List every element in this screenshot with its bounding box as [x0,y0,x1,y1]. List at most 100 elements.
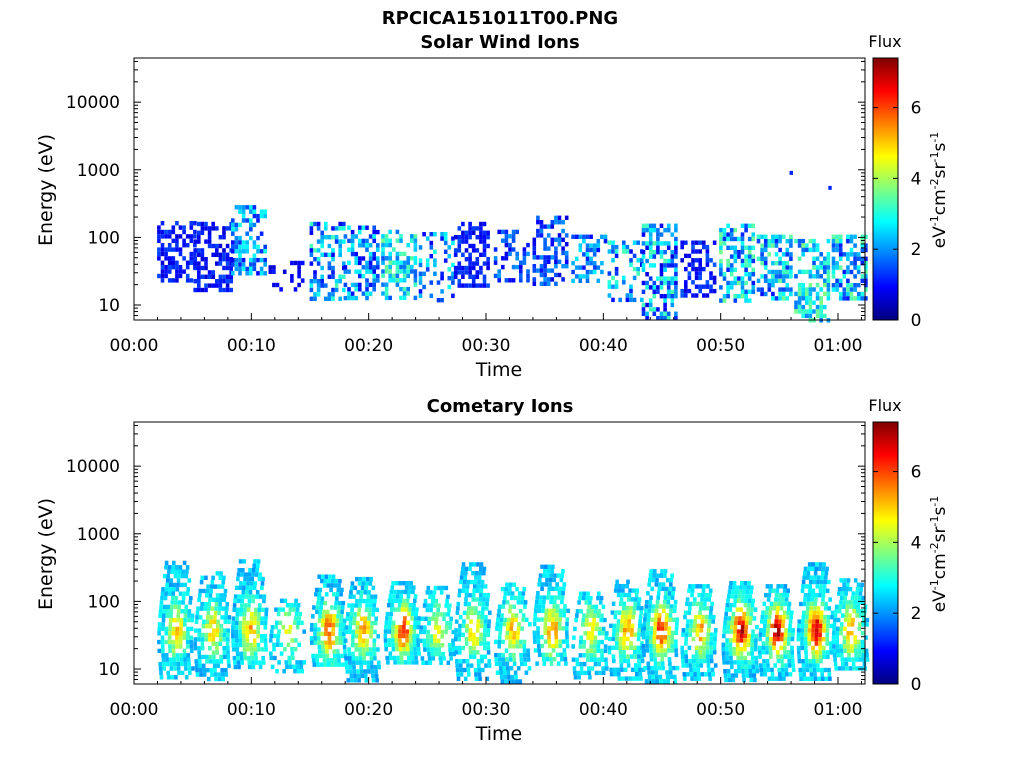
spectrogram-cell [767,287,772,292]
spectrogram-cell [846,239,850,244]
spectrogram-cell [670,254,675,259]
spectrogram-cell [461,252,465,257]
spectrogram-cell [565,639,569,644]
spectrogram-cell [685,597,690,602]
spectrogram-cell [293,647,298,652]
spectrogram-cell [413,651,418,656]
spectrogram-cell [771,239,775,244]
spectrogram-cell [160,243,165,248]
spectrogram-cell [549,595,554,600]
spectrogram-cell [443,249,448,254]
spectrogram-cell [674,294,678,299]
spectrogram-cell [204,226,208,231]
spectrogram-cell [157,256,161,261]
spectrogram-cell [408,638,413,643]
spectrogram-cell [347,287,351,292]
spectrogram-cell [736,660,741,665]
spectrogram-cell [652,250,657,255]
spectrogram-cell [402,625,406,630]
spectrogram-cell [650,670,655,675]
spectrogram-cell [776,632,781,637]
spectrogram-cell [259,634,264,639]
spectrogram-cell [355,629,359,635]
spectrogram-cell [692,601,696,607]
spectrogram-cell [189,648,194,654]
spectrogram-cell [813,606,817,611]
spectrogram-cell [641,241,646,246]
spectrogram-cell [771,283,775,288]
spectrogram-cell [584,622,589,627]
spectrogram-cell [247,572,252,577]
spectrogram-cell [475,226,480,231]
spectrogram-cell [779,636,784,642]
spectrogram-cell [213,615,217,620]
spectrogram-cell [253,559,257,564]
spectrogram-cell [645,643,649,649]
spectrogram-cell [440,236,444,241]
spectrogram-cell [177,604,181,610]
spectrogram-cell [337,605,341,610]
spectrogram-cell [629,288,633,294]
spectrogram-cell [696,623,701,629]
spectrogram-cell [171,260,176,265]
spectrogram-cell [819,579,824,585]
spectrogram-cell [316,287,321,293]
spectrogram-cell [205,624,209,629]
spectrogram-cell [744,280,748,286]
spectrogram-cell [825,566,829,571]
spectrogram-cell [212,619,217,624]
spectrogram-cell [213,610,218,616]
spectrogram-cell [187,661,191,667]
spectrogram-cell [365,247,369,252]
spectrogram-cell [578,653,583,658]
spectrogram-cell [808,615,813,620]
spectrogram-cell [645,241,649,246]
spectrogram-cell [290,274,294,279]
spectrogram-cell [377,660,381,665]
spectrogram-cell [801,659,805,664]
spectrogram-cell [424,616,428,621]
spectrogram-cell [693,619,697,624]
spectrogram-cell [405,633,409,639]
spectrogram-cell [252,240,257,245]
spectrogram-cell [226,632,230,638]
spectrogram-cell [778,619,782,624]
spectrogram-cell [674,263,678,268]
spectrogram-cell [395,256,400,261]
spectrogram-cell [765,641,769,646]
spectrogram-cell [340,653,344,659]
spectrogram-cell [864,247,868,253]
spectrogram-cell [812,309,816,314]
spectrogram-cell [546,224,551,229]
spectrogram-cell [499,622,503,627]
spectrogram-cell [324,221,328,227]
spectrogram-cell [370,664,374,670]
spectrogram-cell [474,672,478,677]
spectrogram-cell [259,213,264,219]
spectrogram-cell [241,262,246,267]
spectrogram-cell [545,577,549,583]
spectrogram-cell [808,304,813,310]
spectrogram-cell [789,269,793,275]
spectrogram-cell [408,633,413,639]
spectrogram-cell [826,623,830,629]
spectrogram-cell [780,632,784,637]
spectrogram-cell [694,614,698,620]
spectrogram-cell [667,657,672,662]
spectrogram-cell [477,672,482,677]
spectrogram-cell [641,648,646,653]
spectrogram-cell [539,281,544,286]
spectrogram-cell [469,654,473,659]
spectrogram-cell [236,576,240,582]
spectrogram-cell [407,655,411,661]
spectrogram-cell [439,660,443,665]
x-tick-label: 00:00 [110,336,159,356]
spectrogram-cell [698,610,702,615]
spectrogram-cell [754,638,758,643]
spectrogram-cell [508,247,512,252]
spectrogram-cell [853,265,857,270]
spectrogram-cell [562,648,567,653]
spectrogram-cell [604,657,608,662]
spectrogram-cell [771,243,775,248]
spectrogram-cell [655,674,659,680]
